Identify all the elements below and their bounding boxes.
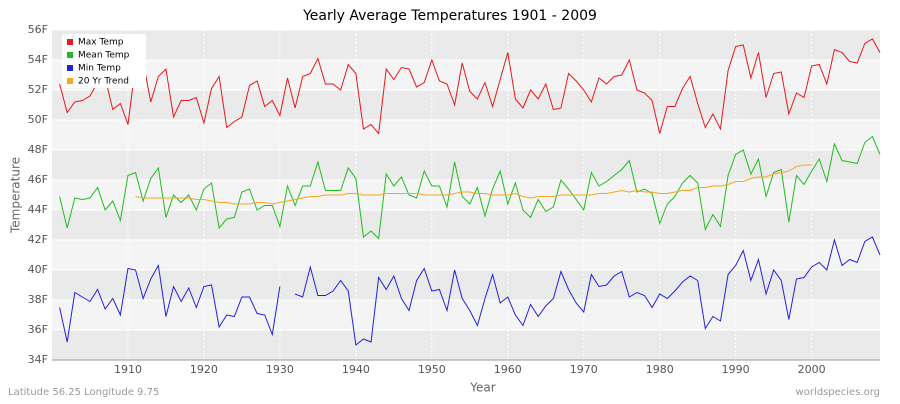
x-tick-label: 1940	[342, 363, 370, 376]
y-tick-label: 46F	[28, 173, 48, 186]
series-line	[135, 164, 812, 205]
y-tick-label: 42F	[28, 233, 48, 246]
x-tick-label: 1910	[114, 363, 142, 376]
y-tick-label: 38F	[28, 293, 48, 306]
y-tick-label: 56F	[28, 23, 48, 36]
legend-label: Mean Temp	[78, 51, 130, 61]
x-tick-label: 1980	[646, 363, 674, 376]
chart-title: Yearly Average Temperatures 1901 - 2009	[302, 8, 597, 24]
grid-band	[52, 210, 880, 240]
grid-band	[52, 270, 880, 300]
series-line	[59, 38, 881, 135]
legend-box	[62, 34, 146, 88]
legend-label: 20 Yr Trend	[78, 77, 129, 87]
y-tick-label: 44F	[28, 203, 48, 216]
series-line	[59, 236, 881, 346]
grid-band	[52, 150, 880, 180]
y-tick-label: 34F	[28, 353, 48, 366]
legend-swatch	[67, 65, 73, 71]
y-tick-label: 40F	[28, 263, 48, 276]
y-tick-label: 36F	[28, 323, 48, 336]
legend-swatch	[67, 52, 73, 58]
x-tick-label: 2000	[798, 363, 826, 376]
y-axis-label: Temperature	[9, 157, 23, 234]
y-tick-label: 54F	[28, 53, 48, 66]
footer-left: Latitude 56.25 Longitude 9.75	[8, 387, 159, 398]
y-tick-label: 48F	[28, 143, 48, 156]
legend-swatch	[67, 39, 73, 45]
x-tick-label: 1970	[570, 363, 598, 376]
x-tick-label: 1960	[494, 363, 522, 376]
grid-band	[52, 90, 880, 120]
legend-swatch	[67, 78, 73, 84]
plot-background	[52, 30, 880, 360]
x-tick-label: 1950	[418, 363, 446, 376]
footer-right: worldspecies.org	[796, 387, 880, 398]
legend-label: Min Temp	[78, 64, 121, 74]
x-tick-label: 1920	[190, 363, 218, 376]
grid-band	[52, 30, 880, 60]
y-tick-label: 50F	[28, 113, 48, 126]
x-axis-label: Year	[469, 381, 495, 395]
legend-label: Max Temp	[78, 38, 124, 48]
x-tick-label: 1990	[722, 363, 750, 376]
series-line	[59, 135, 881, 240]
grid-band	[52, 330, 880, 360]
y-tick-label: 52F	[28, 83, 48, 96]
x-tick-label: 1930	[266, 363, 294, 376]
